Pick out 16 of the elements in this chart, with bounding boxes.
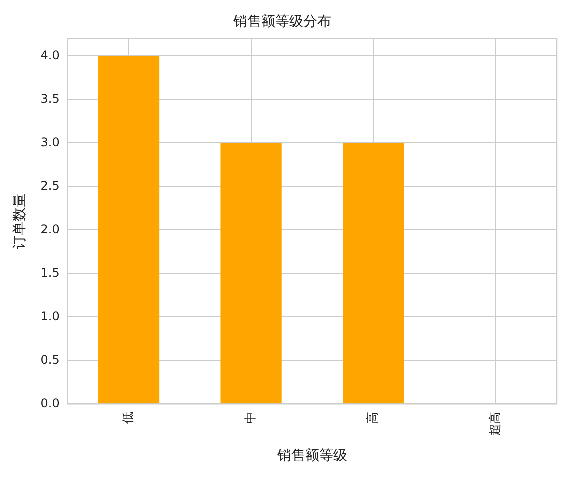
y-tick-label: 3.5 xyxy=(40,92,60,106)
y-tick-label: 4.0 xyxy=(40,48,60,62)
x-tick-label: 超高 xyxy=(488,412,502,436)
x-axis-title: 销售额等级 xyxy=(276,448,348,464)
y-tick-label: 1.0 xyxy=(40,309,60,324)
y-tick-label: 1.5 xyxy=(40,266,60,280)
chart-title: 销售额等级分布 xyxy=(232,14,332,30)
y-tick-label: 3.0 xyxy=(40,135,60,150)
x-tick-label: 高 xyxy=(366,412,380,424)
x-tick-label: 中 xyxy=(243,412,258,424)
y-tick-label: 2.5 xyxy=(40,178,60,193)
y-tick-label: 0.5 xyxy=(40,352,60,367)
y-tick-label: 2.0 xyxy=(40,222,60,236)
y-axis-title: 订单数量 xyxy=(12,194,28,250)
y-tick-label: 0.0 xyxy=(40,396,60,410)
x-tick-label: 低 xyxy=(121,412,136,424)
